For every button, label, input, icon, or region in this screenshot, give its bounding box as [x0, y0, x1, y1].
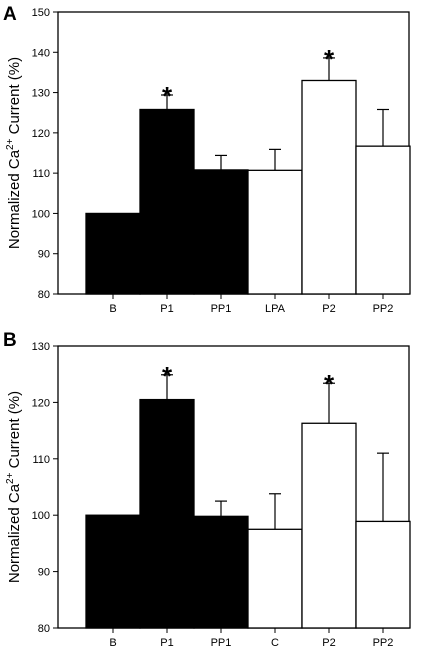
significance-marker: *	[324, 369, 335, 399]
y-tick-label: 80	[38, 623, 50, 635]
panel-b: B 80 90 100 110 120 130 Normalized Ca2+ Current…	[3, 330, 411, 649]
y-tick-label: 110	[32, 454, 50, 466]
significance-marker: *	[162, 81, 173, 111]
bar	[301, 422, 357, 629]
y-axis-title-prefix: Normalized Ca	[6, 149, 23, 249]
x-tick-label: LPA	[265, 303, 286, 315]
bar	[85, 514, 141, 629]
panel-letter: A	[3, 4, 17, 25]
y-axis-title-prefix: Normalized Ca	[6, 483, 23, 583]
bar	[355, 145, 411, 295]
bar	[301, 79, 357, 295]
y-axis-title-suffix: Current (%)	[6, 57, 23, 139]
y-tick-label: 90	[38, 567, 50, 579]
bar	[139, 108, 195, 295]
bar	[193, 169, 249, 295]
y-tick-label: 150	[32, 7, 50, 19]
y-tick-label: 100	[32, 208, 50, 220]
y-tick-label: 130	[32, 88, 50, 100]
y-tick-label: 80	[38, 289, 50, 301]
significance-marker: *	[162, 361, 173, 391]
bar	[247, 528, 303, 629]
x-tick-label: PP2	[373, 637, 394, 649]
x-tick-label: PP1	[211, 637, 232, 649]
y-tick-label: 120	[32, 397, 50, 409]
bar	[355, 520, 411, 629]
bar	[85, 212, 141, 295]
x-tick-label: C	[271, 637, 279, 649]
x-tick-label: B	[109, 303, 116, 315]
x-tick-label: P2	[322, 637, 335, 649]
x-tick-label: P1	[160, 637, 173, 649]
y-axis-title-superscript: 2+	[5, 472, 16, 484]
x-tick-label: PP2	[373, 303, 394, 315]
y-tick-label: 110	[32, 168, 50, 180]
x-tick-label: PP1	[211, 303, 232, 315]
panel-a: A 80 90 100 110 120 130 140 150 Normalized Ca2+ C…	[3, 4, 411, 315]
y-tick-label: 100	[32, 510, 50, 522]
x-tick-label: B	[109, 637, 116, 649]
x-tick-label: P1	[160, 303, 173, 315]
y-tick-label: 130	[32, 341, 50, 353]
y-axis-title-superscript: 2+	[5, 138, 16, 150]
y-tick-label: 140	[32, 47, 50, 59]
significance-marker: *	[324, 44, 335, 74]
y-axis-title: Normalized Ca2+ Current (%)	[5, 391, 23, 583]
panel-letter: B	[3, 330, 17, 351]
y-axis-title: Normalized Ca2+ Current (%)	[5, 57, 23, 249]
bar	[139, 398, 195, 629]
bar	[193, 515, 249, 629]
bar	[247, 169, 303, 295]
y-tick-label: 120	[32, 128, 50, 140]
x-tick-label: P2	[322, 303, 335, 315]
y-tick-label: 90	[38, 249, 50, 261]
y-axis-title-suffix: Current (%)	[6, 391, 23, 473]
